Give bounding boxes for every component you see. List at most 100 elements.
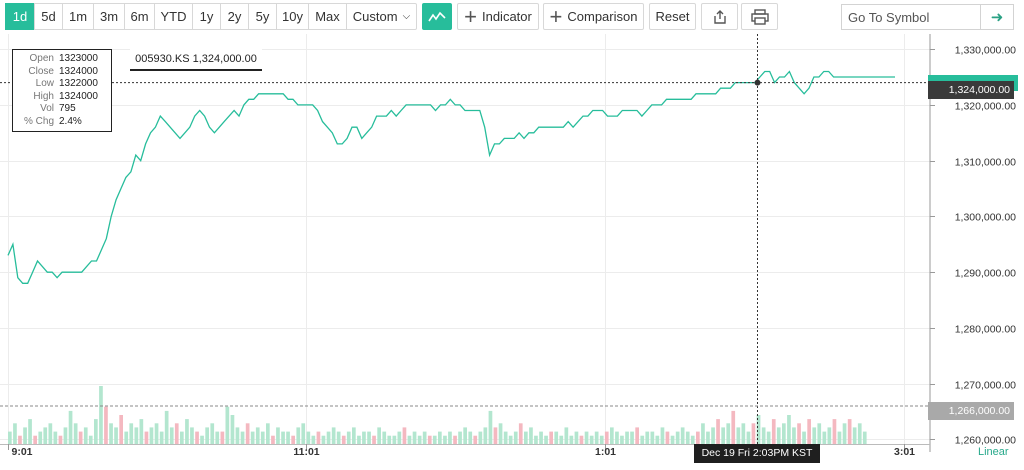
change-label: % Chg	[23, 115, 54, 127]
indicator-button[interactable]: + Indicator	[457, 3, 539, 30]
volume-bar	[53, 431, 58, 444]
volume-bar	[539, 431, 543, 444]
printer-icon	[750, 8, 769, 25]
last-price-tag: 1,324,000.00	[928, 81, 1014, 99]
volume-bar	[139, 419, 144, 444]
plus-icon: +	[464, 3, 477, 29]
crosshair-point	[754, 79, 761, 86]
price-line	[7, 70, 868, 284]
price-chart[interactable]: 1,330,000.00 1,320,000.00 1,310,000.00 1,30…	[0, 34, 1024, 470]
x-tick-label: 1:01	[595, 446, 616, 458]
volume-bar	[701, 423, 705, 444]
volume-bar	[711, 427, 715, 444]
volume-bar	[610, 427, 614, 444]
custom-range-dropdown[interactable]: Custom ⌵	[346, 3, 417, 30]
range-button-1d[interactable]: 1d	[5, 3, 34, 30]
share-button[interactable]	[701, 3, 738, 30]
volume-bar	[174, 423, 179, 444]
volume-bar	[761, 427, 766, 444]
range-button-5d[interactable]: 5d	[34, 3, 62, 30]
volume-bar	[852, 427, 857, 444]
open-value: 1323000	[59, 53, 98, 64]
range-button-max[interactable]: Max	[308, 3, 346, 30]
comparison-button[interactable]: + Comparison	[543, 3, 644, 30]
volume-bar	[432, 435, 437, 444]
volume-bar	[564, 427, 569, 444]
x-axis: 9:01 11:01 1:01 3:01	[0, 444, 930, 458]
volume-bar	[276, 427, 280, 444]
volume-bar	[352, 427, 356, 444]
volume-bar	[857, 423, 862, 444]
volume-bar	[18, 435, 22, 444]
volume-bar	[837, 431, 842, 444]
volume-bar	[255, 427, 260, 444]
volume-bar	[397, 431, 402, 444]
line-chart-icon	[428, 11, 446, 21]
volume-bar	[129, 423, 134, 444]
range-button-ytd[interactable]: YTD	[154, 3, 192, 30]
volume-bar	[807, 419, 811, 444]
symbol-search-input[interactable]	[841, 4, 980, 30]
volume-bar	[260, 431, 265, 444]
reset-button[interactable]: Reset	[649, 3, 696, 30]
print-button[interactable]	[741, 3, 778, 30]
volume-bar	[205, 427, 209, 444]
y-axis: 1,330,000.00 1,320,000.00 1,310,000.00 1,30…	[929, 34, 1016, 452]
x-tick-label: 11:01	[293, 446, 319, 458]
volume-bar	[38, 431, 43, 444]
volume-bar	[746, 431, 751, 444]
range-button-1m[interactable]: 1m	[62, 3, 93, 30]
volume-bar	[73, 423, 78, 444]
y-tick-label: 1,300,000.00	[955, 212, 1016, 224]
volume-bar	[271, 435, 275, 444]
crosshair-time-tag: Dec 19 Fri 2:03PM KST	[694, 444, 820, 463]
volume-bar	[726, 423, 731, 444]
arrow-right-icon: ➜	[990, 9, 1004, 26]
volume-bar	[154, 423, 159, 444]
volume-bar	[453, 435, 457, 444]
range-button-6m[interactable]: 6m	[124, 3, 154, 30]
volume-bar	[68, 410, 73, 444]
volume-bar	[569, 435, 574, 444]
volume-bar	[721, 427, 725, 444]
go-button[interactable]: ➜	[980, 4, 1014, 30]
volume-bar	[109, 423, 113, 444]
volume-bar	[346, 431, 351, 444]
range-button-3m[interactable]: 3m	[93, 3, 124, 30]
volume-bar	[321, 435, 326, 444]
volume-bar	[245, 423, 250, 444]
volume-bar	[473, 435, 478, 444]
volume-bar	[620, 435, 624, 444]
volume-bar	[559, 435, 564, 444]
volume-bar	[604, 431, 609, 444]
volume-bar	[195, 431, 199, 444]
volume-bar	[458, 431, 462, 444]
volume-bar	[544, 435, 548, 444]
range-button-1y[interactable]: 1y	[192, 3, 220, 30]
volume-bar	[149, 427, 154, 444]
volume-bar	[751, 423, 756, 444]
volume-bar	[119, 415, 123, 444]
range-button-10y[interactable]: 10y	[276, 3, 308, 30]
volume-bar	[508, 435, 513, 444]
volume-bar	[448, 431, 452, 444]
volume-bar	[776, 427, 781, 444]
range-button-2y[interactable]: 2y	[220, 3, 248, 30]
volume-bar	[478, 431, 483, 444]
volume-bar	[296, 427, 301, 444]
volume-bar	[862, 431, 867, 444]
indicator-button-label: Indicator	[481, 9, 532, 24]
volume-bar	[291, 435, 295, 444]
chart-type-button[interactable]	[422, 3, 452, 30]
close-value: 1324000	[59, 65, 98, 77]
volume-bar	[443, 435, 447, 444]
volume-bar	[675, 431, 680, 444]
volume-bar	[377, 427, 381, 444]
volume-bar	[812, 427, 817, 444]
range-button-5y[interactable]: 5y	[248, 3, 276, 30]
volume-bar	[124, 431, 129, 444]
volume-bar	[731, 410, 736, 444]
volume-bar	[488, 410, 493, 444]
scale-type-label[interactable]: Linear	[978, 446, 1009, 458]
volume-bar	[579, 435, 584, 444]
